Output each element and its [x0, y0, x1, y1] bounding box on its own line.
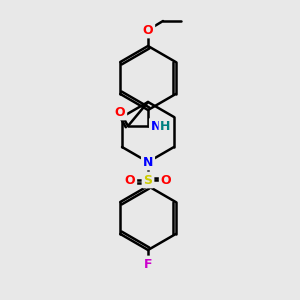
Text: S: S [143, 173, 152, 187]
Text: O: O [115, 106, 125, 118]
Text: F: F [144, 257, 152, 271]
Text: O: O [125, 173, 135, 187]
Text: O: O [143, 23, 153, 37]
Text: N: N [151, 119, 161, 133]
Text: N: N [143, 155, 153, 169]
Text: H: H [160, 119, 170, 133]
Text: O: O [161, 173, 171, 187]
